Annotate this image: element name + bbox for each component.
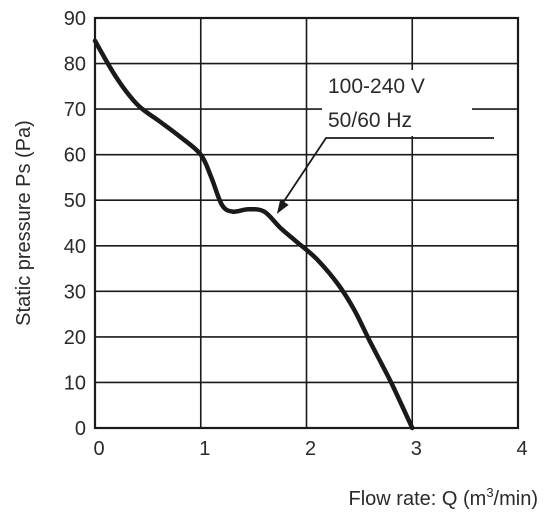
annotation-background [322, 70, 472, 136]
annotation: 100-240 V 50/60 Hz [276, 70, 494, 214]
y-tick-label: 30 [64, 281, 86, 303]
y-tick-label: 0 [75, 418, 86, 440]
x-tick-labels: 0 1 2 3 4 [93, 438, 527, 460]
y-tick-label: 20 [64, 327, 86, 349]
y-tick-label: 70 [64, 99, 86, 121]
y-tick-label: 90 [64, 8, 86, 30]
plot-frame [93, 16, 520, 430]
x-tick-label: 2 [305, 438, 316, 460]
x-axis-label-main: Flow rate: Q (m [349, 488, 487, 510]
x-axis-label: Flow rate: Q (m3/min) [349, 485, 538, 510]
y-tick-label: 80 [64, 54, 86, 76]
y-tick-label: 60 [64, 145, 86, 167]
y-tick-label: 50 [64, 190, 86, 212]
y-axis-label: Static pressure Ps (Pa) [13, 120, 35, 326]
y-tick-labels: 0 10 20 30 40 50 60 70 80 90 [64, 8, 86, 440]
x-axis-label-unit: /min) [494, 488, 538, 510]
annotation-voltage: 100-240 V [328, 75, 425, 98]
x-tick-label: 1 [199, 438, 210, 460]
y-tick-label: 40 [64, 236, 86, 258]
x-axis-label-superscript: 3 [486, 485, 493, 500]
x-tick-label: 3 [411, 438, 422, 460]
annotation-frequency: 50/60 Hz [328, 109, 412, 132]
x-tick-label: 4 [516, 438, 527, 460]
pressure-flow-curve [92, 38, 415, 431]
y-tick-label: 10 [64, 372, 86, 394]
annotation-leader-line [280, 137, 494, 207]
annotation-arrowhead [276, 199, 289, 214]
x-tick-label: 0 [93, 438, 104, 460]
